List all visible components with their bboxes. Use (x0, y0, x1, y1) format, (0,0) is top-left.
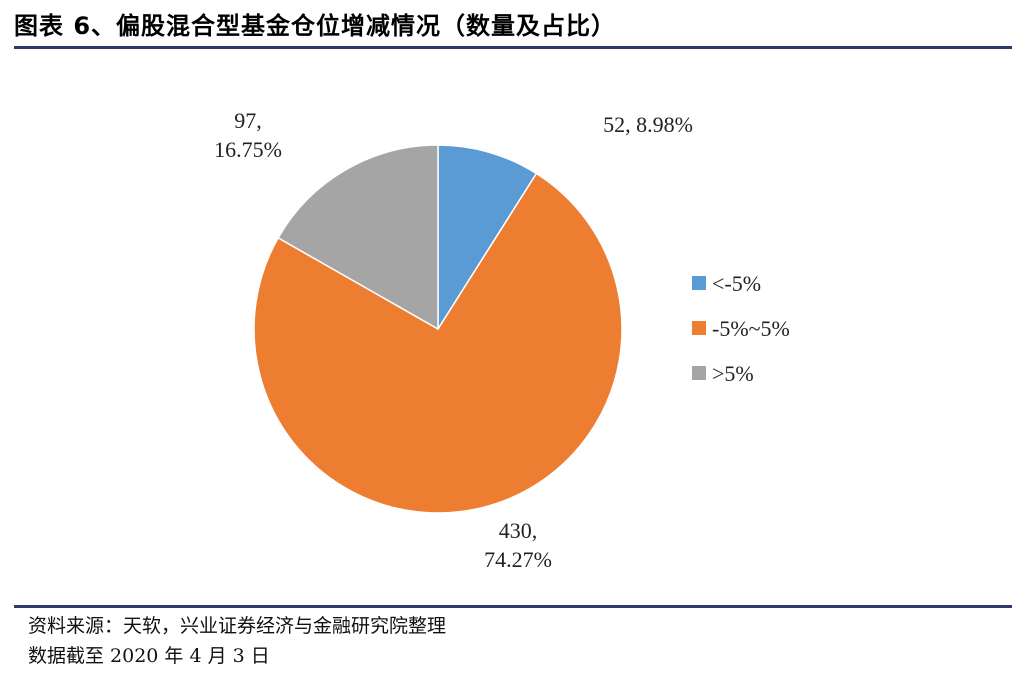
figure-title: 图表 6、偏股混合型基金仓位增减情况（数量及占比） (14, 12, 617, 40)
legend-label-3: >5% (712, 361, 754, 386)
pie-chart: 52, 8.98% 430, 74.27% 97, 16.75% <-5% -5%~5% >… (214, 108, 790, 572)
legend-swatch-1 (692, 276, 706, 290)
legend-item-2: -5%~5% (692, 316, 790, 341)
source-note: 资料来源：天软，兴业证券经济与金融研究院整理 (28, 615, 447, 637)
legend-label-2: -5%~5% (712, 316, 790, 341)
title-rule (14, 46, 1012, 49)
pie-data-labels: 52, 8.98% 430, 74.27% 97, 16.75% (214, 108, 693, 572)
legend-swatch-3 (692, 366, 706, 380)
pie-slice-1 (437, 144, 538, 332)
date-note: 数据截至 2020 年 4 月 3 日 (28, 645, 270, 667)
source-rule (14, 605, 1012, 608)
chart-legend: <-5% -5%~5% >5% (692, 271, 790, 386)
data-label-1: 52, 8.98% (603, 112, 693, 137)
data-label-2: 430, 74.27% (484, 518, 552, 572)
legend-swatch-2 (692, 321, 706, 335)
pie-slices (253, 144, 623, 514)
pie-slice-2 (253, 172, 623, 514)
pie-slice-3 (277, 144, 439, 331)
data-label-3: 97, 16.75% (214, 108, 282, 162)
legend-item-3: >5% (692, 361, 754, 386)
legend-item-1: <-5% (692, 271, 761, 296)
legend-label-1: <-5% (712, 271, 761, 296)
